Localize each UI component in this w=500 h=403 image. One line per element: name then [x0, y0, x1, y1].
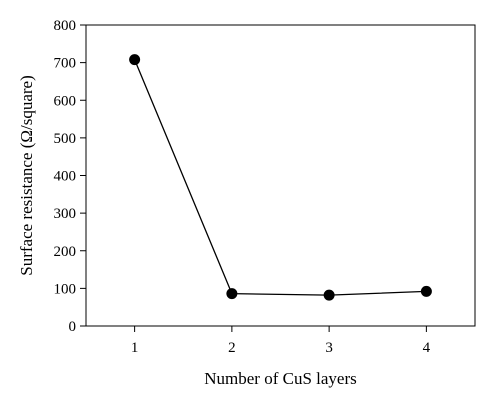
x-tick-label: 3	[325, 340, 333, 356]
plot-area-frame	[85, 24, 476, 327]
y-tick-label: 800	[54, 18, 77, 34]
series-layer	[129, 54, 432, 301]
data-point	[129, 54, 141, 66]
y-tick-label: 200	[54, 244, 77, 260]
x-tick-label: 1	[131, 340, 139, 356]
y-tick-label: 0	[69, 319, 77, 335]
y-axis-title: Surface resistance (Ω/square)	[17, 75, 36, 275]
y-tick-label: 100	[54, 281, 77, 297]
x-axis-ticks: 1 2 3 4	[131, 326, 431, 356]
data-point	[226, 288, 238, 300]
x-axis-title: Number of CuS layers	[204, 369, 357, 388]
y-tick-label: 400	[54, 169, 77, 185]
y-tick-label: 500	[54, 131, 77, 147]
x-tick-label: 2	[228, 340, 236, 356]
x-tick-label: 4	[423, 340, 431, 356]
data-point	[323, 289, 335, 301]
y-tick-label: 300	[54, 206, 77, 222]
series-line	[134, 59, 427, 296]
y-tick-label: 700	[54, 56, 77, 72]
y-tick-label: 600	[54, 93, 77, 109]
data-point	[420, 285, 432, 297]
y-axis-ticks: 0 100 200 300 400 500 600 700 800	[54, 18, 86, 335]
